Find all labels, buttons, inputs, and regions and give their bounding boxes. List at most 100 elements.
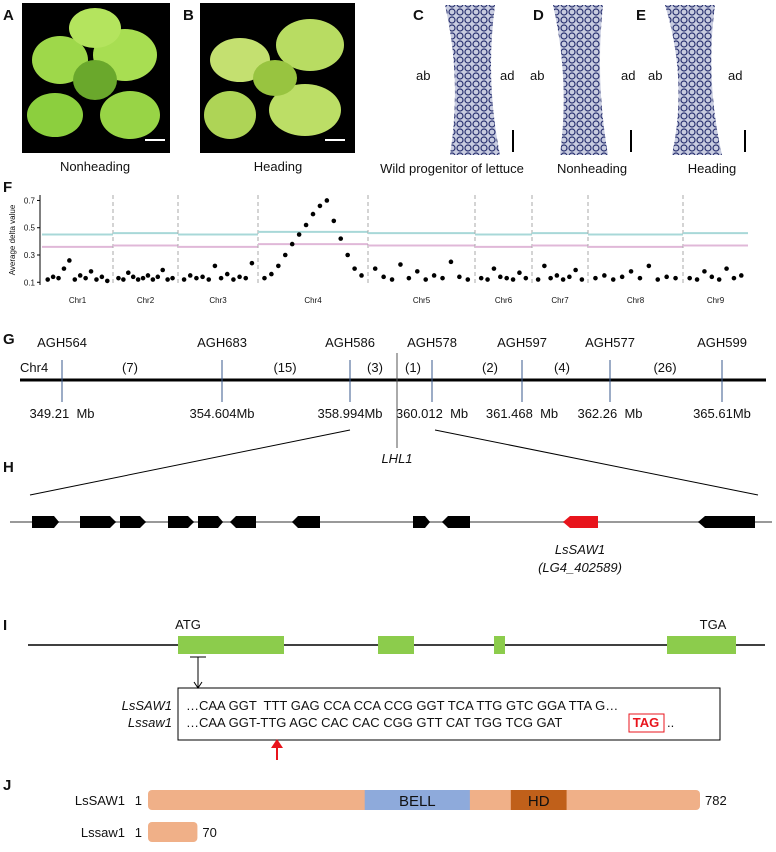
y-tick-label: 0.3 bbox=[24, 251, 36, 260]
protein-name: Lssaw1 bbox=[81, 825, 125, 840]
point bbox=[602, 273, 607, 278]
point bbox=[560, 277, 566, 282]
point bbox=[194, 275, 199, 281]
point bbox=[398, 262, 403, 267]
y-tick-label: 0.5 bbox=[24, 224, 36, 233]
point bbox=[72, 277, 78, 282]
point bbox=[579, 277, 585, 282]
caption: Nonheading bbox=[557, 161, 627, 176]
marker-name: AGH564 bbox=[37, 335, 87, 350]
domain-name: BELL bbox=[399, 793, 436, 810]
side-label: ab bbox=[416, 68, 430, 83]
exons bbox=[178, 636, 736, 654]
point bbox=[88, 269, 94, 274]
point bbox=[504, 275, 509, 281]
y-axis-label: Average delta value bbox=[8, 204, 17, 275]
point bbox=[94, 277, 99, 282]
point bbox=[237, 274, 242, 280]
point bbox=[628, 269, 634, 274]
seq-name: Lssaw1 bbox=[128, 715, 172, 730]
point bbox=[77, 273, 83, 278]
point bbox=[331, 218, 337, 224]
point bbox=[739, 273, 744, 278]
point bbox=[646, 263, 652, 269]
point bbox=[317, 203, 323, 209]
panel-label: G bbox=[3, 331, 15, 348]
marker-position: 361.468 Mb bbox=[486, 406, 558, 421]
point bbox=[542, 263, 547, 269]
recombinants: (2) bbox=[482, 360, 498, 375]
point bbox=[165, 277, 170, 282]
point bbox=[170, 275, 175, 281]
x-tick-label: Chr7 bbox=[551, 296, 569, 305]
point bbox=[535, 277, 541, 282]
x-tick-label: Chr4 bbox=[304, 296, 322, 305]
caption: Heading bbox=[688, 161, 736, 176]
side-label: ad bbox=[728, 68, 742, 83]
y-tick-label: 0.7 bbox=[24, 196, 36, 205]
x-tick-label: Chr5 bbox=[413, 296, 431, 305]
mutation-arrow bbox=[271, 739, 283, 760]
protein-length: 782 bbox=[705, 793, 727, 808]
point bbox=[359, 273, 364, 278]
start-codon: ATG bbox=[175, 617, 201, 632]
marker-name: AGH683 bbox=[197, 335, 247, 350]
x-tick-label: Chr8 bbox=[627, 296, 645, 305]
panel-label: C bbox=[413, 7, 424, 24]
point bbox=[709, 274, 715, 280]
point bbox=[440, 275, 445, 281]
point bbox=[554, 273, 560, 278]
recombinants: (7) bbox=[122, 360, 138, 375]
marker-position: 362.26 Mb bbox=[577, 406, 642, 421]
target-gene bbox=[563, 516, 598, 528]
protein-start: 1 bbox=[135, 793, 142, 808]
point bbox=[145, 273, 151, 278]
panel-label: J bbox=[3, 777, 11, 794]
gene-label: LsSAW1 bbox=[555, 542, 605, 557]
point bbox=[324, 198, 330, 203]
domain-name: HD bbox=[528, 793, 550, 810]
point bbox=[296, 232, 302, 237]
point bbox=[218, 275, 224, 281]
gene-label: LHL1 bbox=[381, 451, 412, 466]
point bbox=[610, 277, 616, 282]
point bbox=[478, 275, 484, 281]
point bbox=[491, 266, 497, 271]
sequence: …CAA GGT TTT GAG CCA CCA CCG GGT TCA TTG… bbox=[186, 698, 618, 713]
marker-name: AGH586 bbox=[325, 335, 375, 350]
point bbox=[352, 266, 357, 271]
x-tick-label: Chr9 bbox=[707, 296, 725, 305]
point bbox=[130, 274, 136, 280]
protein-name: LsSAW1 bbox=[75, 793, 125, 808]
panel-label: A bbox=[3, 7, 14, 24]
sequence: .. bbox=[667, 715, 674, 730]
plant-b bbox=[204, 19, 344, 139]
point bbox=[135, 277, 141, 282]
point bbox=[457, 274, 462, 280]
point bbox=[523, 275, 529, 281]
point bbox=[465, 277, 471, 282]
domain bbox=[364, 790, 470, 810]
panel-label: H bbox=[3, 459, 14, 476]
marker-position: 354.604Mb bbox=[189, 406, 254, 421]
panel-label: F bbox=[3, 179, 12, 196]
mutation-pointer bbox=[190, 656, 206, 689]
chromosome-label: Chr4 bbox=[20, 360, 48, 375]
point bbox=[243, 275, 249, 281]
point bbox=[61, 266, 67, 271]
point bbox=[548, 275, 553, 281]
side-label: ad bbox=[500, 68, 514, 83]
caption: Nonheading bbox=[60, 159, 130, 174]
genes bbox=[32, 516, 755, 528]
point bbox=[67, 258, 72, 263]
point bbox=[431, 273, 437, 278]
marker-position: 360.012 Mb bbox=[396, 406, 468, 421]
point bbox=[249, 260, 255, 266]
point bbox=[637, 275, 643, 281]
panel-label: E bbox=[636, 7, 646, 24]
zoom-line bbox=[434, 429, 759, 496]
point bbox=[50, 274, 56, 280]
sequence-box bbox=[177, 687, 721, 741]
point bbox=[389, 277, 395, 282]
point bbox=[200, 274, 205, 280]
